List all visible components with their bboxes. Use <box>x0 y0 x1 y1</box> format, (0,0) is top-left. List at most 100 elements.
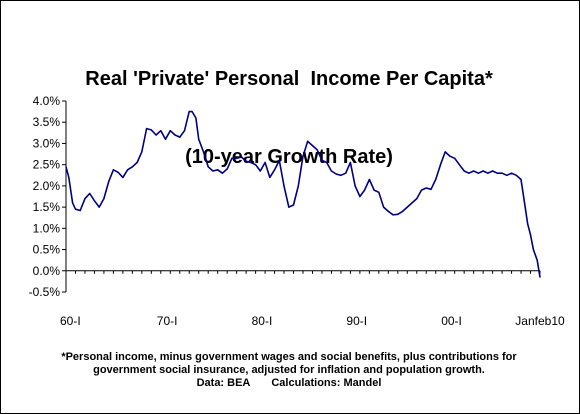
data-point <box>496 172 498 174</box>
data-point <box>444 151 446 153</box>
data-point <box>259 170 261 172</box>
data-point <box>250 161 252 164</box>
x-tick-label: 60-I <box>60 314 81 328</box>
data-point <box>103 198 105 200</box>
data-point <box>127 169 129 171</box>
data-point <box>520 178 522 181</box>
data-point <box>302 155 304 157</box>
data-point <box>378 191 380 193</box>
data-point <box>330 170 332 172</box>
data-point <box>397 213 399 215</box>
data-point <box>164 138 167 140</box>
data-point <box>292 204 295 206</box>
data-point <box>387 210 389 212</box>
data-point <box>468 172 470 174</box>
y-tick-label: 1.0% <box>33 221 61 235</box>
data-point <box>89 192 91 195</box>
data-point <box>311 145 314 147</box>
x-tick-label: 70-I <box>157 314 178 328</box>
data-point <box>283 185 285 187</box>
data-point <box>122 176 124 178</box>
data-point <box>84 198 86 200</box>
data-point <box>359 195 361 198</box>
data-point <box>255 164 257 166</box>
data-point <box>477 172 479 174</box>
data-point <box>473 170 475 172</box>
data-point <box>401 210 404 212</box>
data-point <box>207 166 209 168</box>
y-tick-label: 1.5% <box>33 200 61 214</box>
data-point <box>406 206 408 208</box>
data-point <box>435 178 437 181</box>
data-point <box>212 170 214 172</box>
y-tick-label: 3.5% <box>33 115 61 129</box>
data-point <box>131 166 133 168</box>
data-point <box>340 174 342 176</box>
data-point <box>482 170 484 172</box>
data-point <box>179 136 181 138</box>
data-point <box>174 134 176 136</box>
data-point <box>217 169 219 171</box>
data-point <box>278 159 280 161</box>
y-tick-label: 3.0% <box>33 136 61 150</box>
data-point <box>79 209 81 212</box>
x-axis: 60-I 70-I 80-I 90-I 00-I Janfeb10 <box>60 270 565 328</box>
data-point <box>221 172 223 174</box>
data-point <box>74 208 77 210</box>
data-point <box>191 111 193 113</box>
data-point <box>316 149 318 151</box>
data-point <box>183 130 186 132</box>
data-point <box>141 151 143 153</box>
data-point <box>307 140 309 142</box>
data-point <box>160 130 162 132</box>
data-point <box>345 172 347 174</box>
data-point <box>523 198 525 200</box>
data-point <box>463 170 465 172</box>
data-point <box>373 189 375 191</box>
data-point <box>368 178 370 181</box>
data-point <box>364 189 366 191</box>
chart-footnote: *Personal income, minus government wages… <box>0 351 578 390</box>
y-tick-label: 4.0% <box>33 94 61 108</box>
footnote-line-1: *Personal income, minus government wages… <box>61 351 517 363</box>
data-point <box>527 223 529 225</box>
x-tick-label: 80-I <box>252 314 273 328</box>
data-point <box>492 170 494 172</box>
data-point <box>458 164 460 166</box>
data-point <box>515 174 517 176</box>
chart-title: Real 'Private' Personal Income Per Capit… <box>0 14 578 196</box>
data-point <box>297 185 299 187</box>
data-point <box>425 187 427 189</box>
series-group <box>65 110 541 278</box>
data-point <box>321 159 323 161</box>
data-point <box>108 181 110 183</box>
chart-title-line-1: Real 'Private' Personal Income Per Capit… <box>85 68 493 90</box>
data-point <box>169 130 171 132</box>
data-point <box>529 234 532 236</box>
data-point <box>439 164 442 166</box>
data-point <box>195 117 197 119</box>
x-tick-label: 00-I <box>441 314 462 328</box>
data-point <box>354 185 356 187</box>
data-point <box>198 138 200 140</box>
series-line-0 <box>65 110 541 278</box>
data-point <box>454 157 456 159</box>
data-point <box>487 172 489 174</box>
source-credit: Data: BEA Calculations: Mandel <box>196 377 382 389</box>
y-tick-label: -0.5% <box>29 285 61 299</box>
data-point <box>155 134 157 136</box>
data-point <box>501 172 503 174</box>
y-tick-label: 0.5% <box>33 243 61 257</box>
data-point <box>146 128 148 130</box>
x-tick-label: Janfeb10 <box>515 314 565 328</box>
data-point <box>430 188 432 190</box>
data-point <box>264 161 266 164</box>
data-point <box>420 189 423 191</box>
data-point <box>231 157 233 159</box>
data-point <box>226 168 228 170</box>
data-point <box>98 206 100 208</box>
data-point <box>245 160 247 162</box>
data-point <box>65 166 67 168</box>
data-point <box>335 173 337 175</box>
data-point <box>411 202 413 204</box>
